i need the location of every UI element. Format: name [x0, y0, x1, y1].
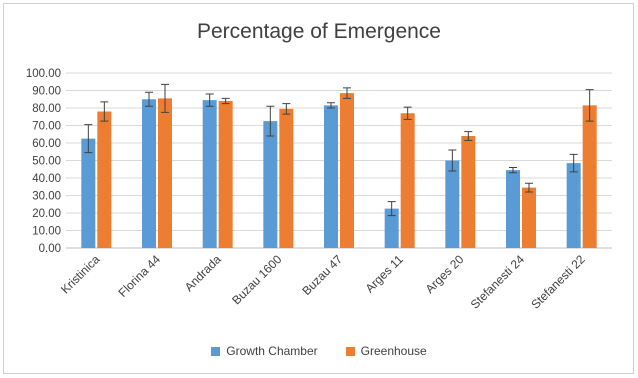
x-category-label: Arges 20 — [423, 252, 467, 296]
x-category-label: Stefanesti 22 — [528, 252, 588, 312]
bar-greenhouse — [461, 136, 476, 248]
bar-growth-chamber — [324, 105, 338, 248]
y-tick-label: 60.00 — [32, 138, 61, 150]
y-tick-label: 20.00 — [32, 208, 61, 220]
y-tick-label: 10.00 — [32, 226, 61, 238]
bar-growth-chamber — [142, 99, 156, 248]
x-category-label: Buzau 47 — [299, 252, 345, 298]
legend-swatch-growth-chamber — [211, 346, 221, 356]
y-tick-label: 100.00 — [26, 68, 61, 80]
bar-greenhouse — [400, 113, 415, 248]
y-tick-label: 70.00 — [32, 121, 61, 133]
chart-title: Percentage of Emergence — [197, 20, 441, 43]
y-tick-label: 30.00 — [32, 191, 61, 203]
y-tick-label: 0.00 — [39, 243, 61, 255]
bar-greenhouse — [522, 187, 536, 248]
bar-growth-chamber — [506, 170, 520, 248]
x-category-label: Florina 44 — [115, 252, 163, 300]
error-bars — [84, 83, 594, 217]
bar-growth-chamber — [384, 208, 399, 248]
gridlines — [66, 72, 612, 249]
x-axis-labels: Kristinica Florina 44 Andrada Buzau 1600 Buz… — [58, 252, 588, 312]
bar-greenhouse — [97, 111, 112, 248]
legend-item-greenhouse: Greenhouse — [345, 344, 427, 358]
x-category-label: Buzau 1600 — [229, 252, 284, 307]
y-tick-label: 80.00 — [32, 103, 61, 115]
y-axis-ticks: 0.00 10.00 20.00 30.00 40.00 50.00 60.00 70.00 8… — [26, 68, 61, 255]
bar-greenhouse — [218, 101, 233, 248]
legend-item-growth-chamber: Growth Chamber — [211, 344, 318, 358]
legend-swatch-greenhouse — [345, 346, 355, 356]
legend-label-greenhouse: Greenhouse — [360, 344, 427, 358]
bars — [81, 93, 597, 248]
y-tick-label: 50.00 — [32, 156, 61, 168]
bar-growth-chamber — [263, 121, 278, 248]
bar-growth-chamber — [566, 163, 581, 248]
y-tick-label: 90.00 — [32, 86, 61, 98]
bar-growth-chamber — [81, 138, 96, 248]
y-tick-label: 40.00 — [32, 173, 61, 185]
x-category-label: Arges 11 — [363, 252, 406, 295]
x-category-label: Kristinica — [58, 252, 103, 297]
bar-greenhouse — [158, 98, 172, 248]
x-category-label: Andrada — [182, 252, 224, 294]
bar-greenhouse — [340, 93, 354, 248]
bar-greenhouse — [279, 108, 294, 248]
x-category-label: Stefanesti 24 — [468, 252, 528, 312]
bar-growth-chamber — [445, 160, 460, 248]
legend: Growth Chamber Greenhouse — [0, 344, 638, 358]
bar-growth-chamber — [202, 100, 217, 248]
legend-label-growth-chamber: Growth Chamber — [226, 344, 318, 358]
bar-greenhouse — [582, 105, 597, 248]
